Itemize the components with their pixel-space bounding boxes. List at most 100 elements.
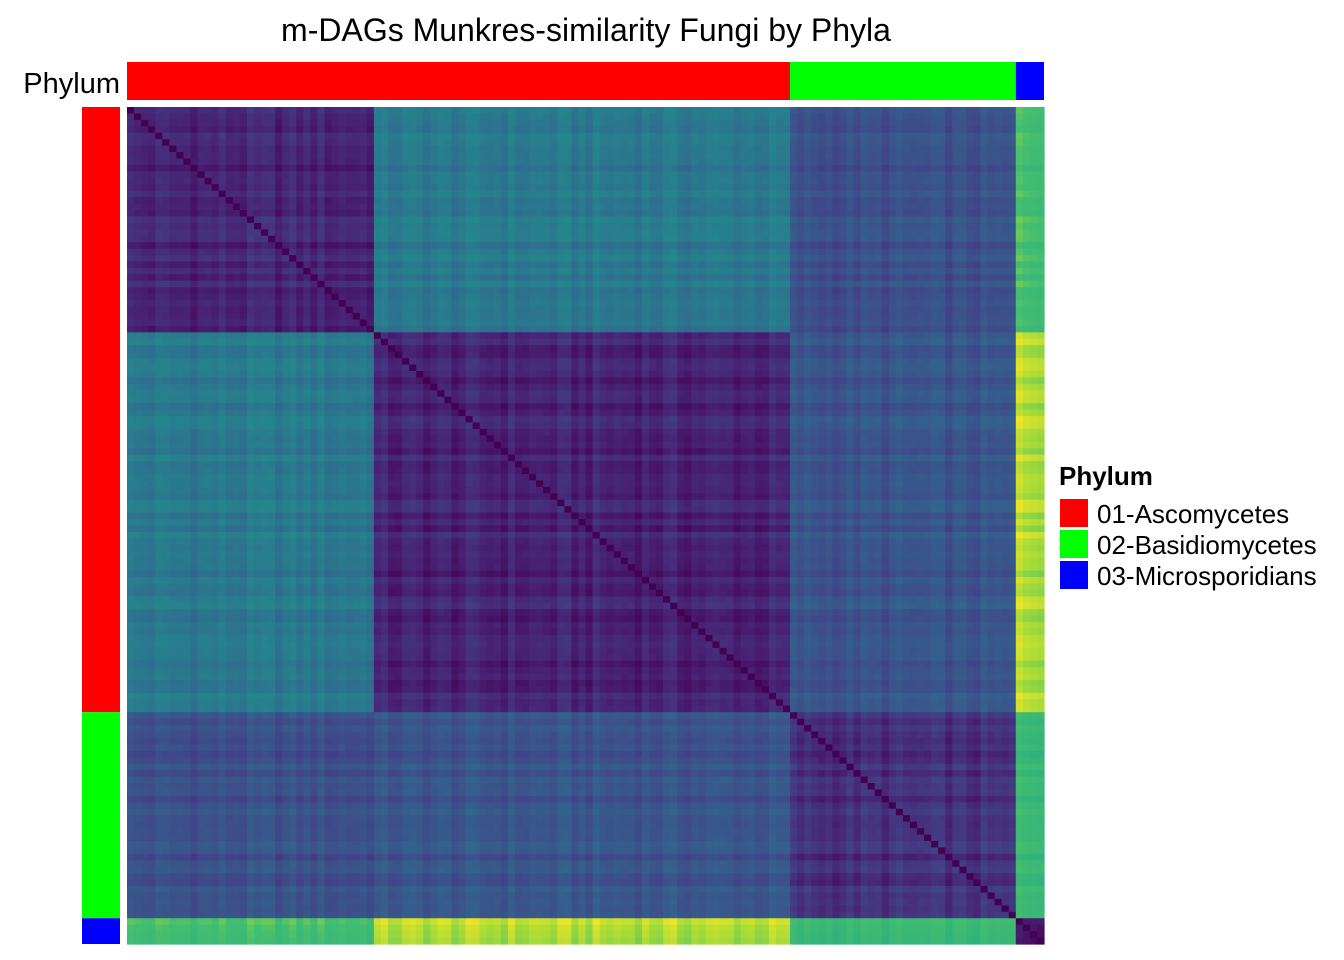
- heatmap-cell: [134, 235, 142, 243]
- heatmap-cell: [416, 177, 424, 185]
- heatmap-cell: [232, 177, 241, 185]
- heatmap-cell: [705, 267, 714, 275]
- heatmap-cell: [917, 119, 925, 127]
- heatmap-cell: [486, 126, 495, 134]
- heatmap-cell: [606, 255, 615, 263]
- heatmap-cell: [324, 242, 333, 250]
- heatmap-cell: [994, 216, 1003, 224]
- heatmap-cell: [176, 216, 185, 224]
- heatmap-cell: [402, 197, 410, 205]
- heatmap-cell: [825, 274, 833, 282]
- heatmap-cell: [387, 287, 396, 295]
- heatmap-cell: [917, 126, 925, 134]
- heatmap-cell: [599, 280, 608, 288]
- heatmap-cell: [775, 274, 784, 282]
- heatmap-cell: [500, 229, 509, 237]
- heatmap-cell: [444, 261, 453, 269]
- heatmap-cell: [691, 190, 699, 198]
- heatmap-cell: [211, 203, 220, 211]
- heatmap-cell: [959, 113, 967, 121]
- heatmap-cell: [627, 107, 636, 115]
- heatmap-cell: [790, 319, 798, 327]
- heatmap-cell: [155, 242, 163, 250]
- heatmap-cell: [183, 171, 192, 179]
- heatmap-cell: [1008, 313, 1017, 321]
- heatmap-cell: [634, 338, 643, 346]
- heatmap-cell: [514, 293, 523, 301]
- heatmap-cell: [359, 145, 368, 153]
- heatmap-cell: [197, 132, 206, 140]
- heatmap-cell: [289, 171, 297, 179]
- heatmap-cell: [444, 293, 453, 301]
- heatmap-cell: [176, 132, 185, 140]
- heatmap-cell: [303, 177, 311, 185]
- heatmap-cell: [1022, 184, 1031, 192]
- heatmap-cell: [698, 313, 707, 321]
- heatmap-cell: [747, 345, 756, 353]
- heatmap-cell: [218, 255, 227, 263]
- heatmap-cell: [345, 119, 354, 127]
- heatmap-cell: [973, 184, 982, 192]
- heatmap-cell: [268, 287, 276, 295]
- heatmap-cell: [218, 210, 227, 218]
- heatmap-cell: [514, 255, 523, 263]
- heatmap-cell: [183, 248, 192, 256]
- heatmap-cell: [282, 132, 290, 140]
- heatmap-cell: [345, 293, 354, 301]
- heatmap-cell: [529, 139, 537, 147]
- heatmap-cell: [148, 255, 156, 263]
- heatmap-cell: [959, 203, 967, 211]
- heatmap-cell: [839, 293, 848, 301]
- heatmap-cell: [268, 177, 276, 185]
- heatmap-cell: [860, 300, 869, 308]
- heatmap-cell: [246, 210, 255, 218]
- heatmap-cell: [183, 132, 192, 140]
- heatmap-cell: [465, 164, 474, 172]
- heatmap-cell: [811, 164, 819, 172]
- heatmap-cell: [366, 171, 375, 179]
- heatmap-cell: [804, 210, 812, 218]
- heatmap-cell: [902, 132, 911, 140]
- heatmap-cell: [783, 107, 791, 115]
- heatmap-cell: [261, 274, 269, 282]
- heatmap-cell: [359, 274, 368, 282]
- heatmap-cell: [973, 287, 982, 295]
- heatmap-cell: [867, 119, 876, 127]
- heatmap-cell: [670, 235, 678, 243]
- heatmap-cell: [917, 280, 925, 288]
- heatmap-cell: [451, 300, 460, 308]
- heatmap-cell: [959, 319, 967, 327]
- heatmap-cell: [423, 190, 431, 198]
- heatmap-cell: [345, 132, 354, 140]
- heatmap-cell: [430, 107, 438, 115]
- heatmap-cell: [895, 235, 904, 243]
- heatmap-cell: [536, 274, 544, 282]
- column-annotation-segment: [127, 62, 791, 100]
- heatmap-cell: [155, 351, 163, 359]
- heatmap-cell: [324, 267, 333, 275]
- heatmap-cell: [253, 113, 262, 121]
- heatmap-cell: [952, 119, 960, 127]
- heatmap-cell: [684, 300, 692, 308]
- heatmap-cell: [148, 242, 156, 250]
- heatmap-cell: [867, 242, 876, 250]
- heatmap-cell: [592, 210, 601, 218]
- heatmap-cell: [500, 280, 509, 288]
- heatmap-cell: [493, 210, 502, 218]
- heatmap-cell: [1015, 171, 1024, 179]
- heatmap-cell: [747, 152, 756, 160]
- heatmap-cell: [994, 139, 1003, 147]
- heatmap-cell: [211, 300, 220, 308]
- heatmap-cell: [380, 332, 389, 340]
- heatmap-cell: [338, 139, 347, 147]
- heatmap-cell: [296, 300, 304, 308]
- heatmap-cell: [931, 216, 939, 224]
- heatmap-cell: [712, 190, 721, 198]
- heatmap-cell: [529, 126, 537, 134]
- heatmap-cell: [634, 177, 643, 185]
- heatmap-cell: [917, 107, 925, 115]
- heatmap-cell: [691, 184, 699, 192]
- heatmap-cell: [980, 332, 989, 340]
- heatmap-cell: [902, 222, 911, 230]
- heatmap-cell: [924, 345, 932, 353]
